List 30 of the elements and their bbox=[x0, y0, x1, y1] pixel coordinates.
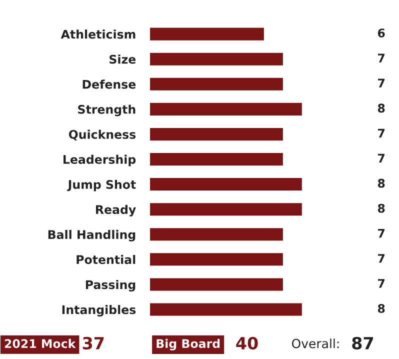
text: 37 bbox=[82, 336, 104, 350]
data-label: 8 bbox=[378, 104, 385, 113]
text: Overall: bbox=[292, 338, 339, 348]
y-tick-label: Ball Handling bbox=[48, 230, 136, 242]
y-tick-label: Strength bbox=[78, 104, 136, 116]
data-label: 8 bbox=[378, 178, 385, 188]
y-tick-label: Athleticism bbox=[60, 30, 136, 39]
y-tick-label: Size bbox=[110, 54, 136, 64]
y-tick-label: Ready bbox=[96, 204, 136, 216]
data-label: 8 bbox=[378, 204, 385, 213]
data-label: 7 bbox=[378, 254, 384, 263]
data-label: 7 bbox=[378, 78, 384, 88]
data-label: 7 bbox=[378, 229, 384, 238]
data-label: 7 bbox=[378, 154, 384, 163]
y-tick-label: Quickness bbox=[68, 130, 136, 140]
y-tick-label: Intangibles bbox=[62, 305, 136, 317]
data-label: 7 bbox=[378, 128, 384, 138]
y-tick-label: Passing bbox=[86, 280, 136, 292]
y-tick-label: Leadership bbox=[64, 154, 136, 166]
data-label: 8 bbox=[378, 304, 385, 313]
y-tick-label: Defense bbox=[82, 80, 136, 89]
y-tick-label: Jump Shot bbox=[67, 180, 136, 192]
text: 87 bbox=[352, 336, 373, 350]
data-label: 7 bbox=[378, 54, 384, 62]
data-label: 6 bbox=[378, 28, 385, 38]
text: 40 bbox=[236, 336, 258, 350]
text: Big Board bbox=[156, 338, 220, 350]
y-tick-label: Potential bbox=[76, 254, 136, 264]
data-label: 7 bbox=[378, 279, 384, 288]
text: 2021 Mock bbox=[4, 338, 76, 348]
